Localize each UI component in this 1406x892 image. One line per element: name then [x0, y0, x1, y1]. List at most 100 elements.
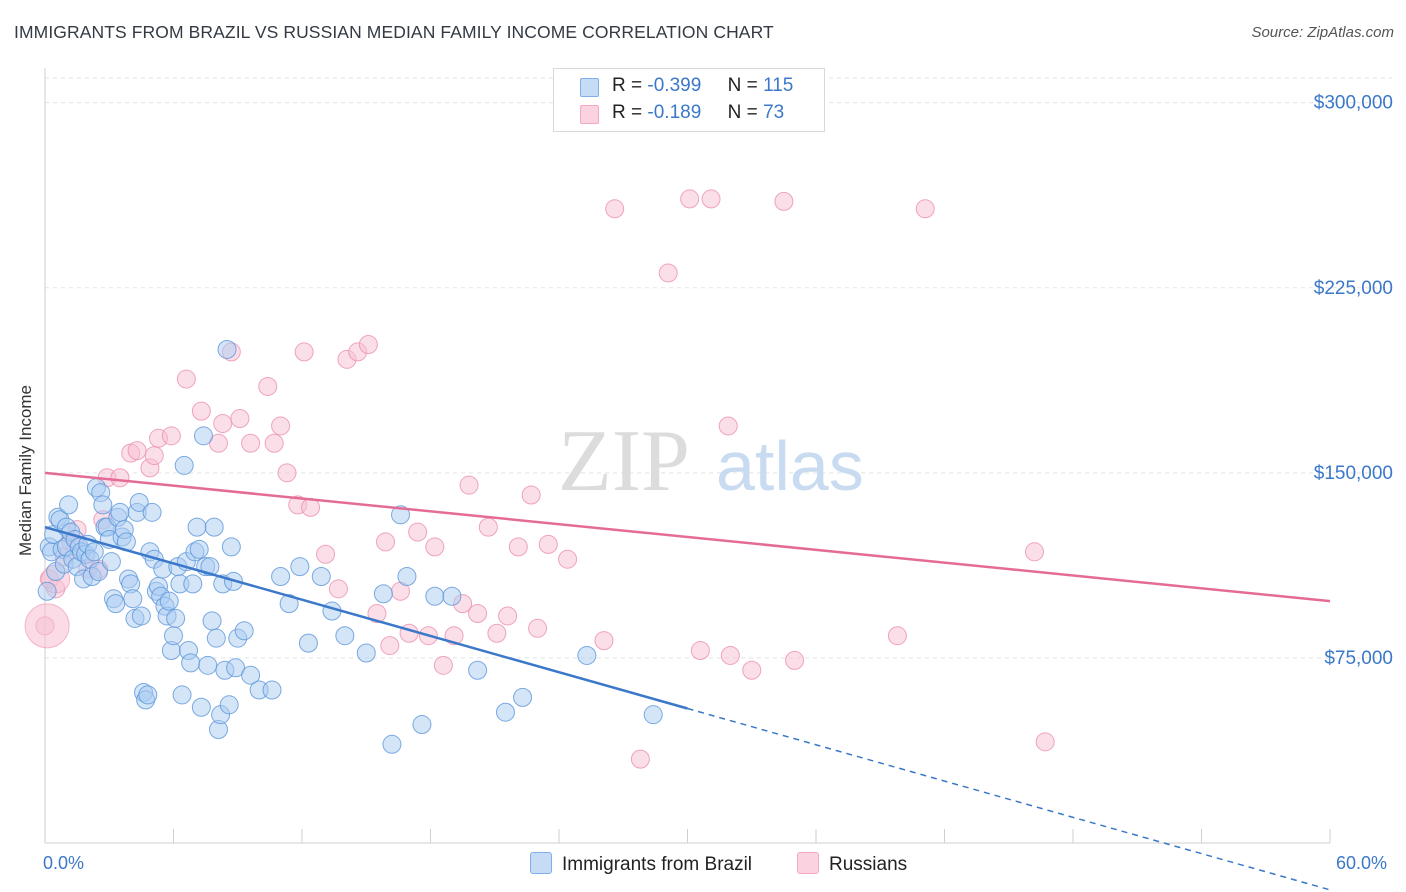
- russians-point: [658, 263, 678, 283]
- russians-point: [718, 416, 738, 436]
- russians-point: [380, 636, 400, 656]
- chart-title: IMMIGRANTS FROM BRAZIL VS RUSSIAN MEDIAN…: [14, 22, 774, 42]
- brazil-point: [234, 621, 254, 641]
- y-tick-label: $150,000: [1314, 463, 1393, 484]
- brazil-point: [202, 611, 222, 631]
- grid-lines: [45, 77, 1392, 659]
- brazil-point: [166, 608, 186, 628]
- russians-point: [478, 517, 498, 537]
- russians-point: [294, 342, 314, 362]
- russians-point: [24, 603, 70, 649]
- brazil-point: [373, 584, 393, 604]
- brazil-point: [129, 492, 149, 512]
- brazil-point: [226, 658, 246, 678]
- russians-point: [742, 660, 762, 680]
- bottom-legend-russians: Russians: [797, 852, 907, 876]
- russians-point: [521, 485, 541, 505]
- brazil-point: [200, 557, 220, 577]
- legend-swatch-brazil: [580, 78, 599, 97]
- y-axis-label-wrap: Median Family Income: [16, 285, 36, 556]
- legend-n-value: 115: [763, 75, 794, 96]
- russians-point: [264, 433, 284, 453]
- russians-point: [605, 199, 625, 219]
- brazil-point: [219, 695, 239, 715]
- brazil-point: [142, 502, 162, 522]
- brazil-point: [468, 660, 488, 680]
- brazil-point: [495, 702, 515, 722]
- russians-point: [915, 199, 935, 219]
- russians-point: [271, 416, 291, 436]
- bottom-legend-swatch-russians: [797, 852, 819, 874]
- brazil-point: [164, 626, 183, 646]
- russians-point: [161, 426, 181, 446]
- brazil-point: [93, 495, 113, 515]
- brazil-point: [577, 645, 597, 665]
- legend-r-label: R =: [612, 75, 643, 96]
- x-tick-max: 60.0%: [1336, 853, 1388, 873]
- russians-point: [144, 446, 164, 466]
- brazil-point: [191, 697, 211, 717]
- brazil-trend-line: [44, 525, 688, 710]
- brazil-point: [643, 705, 663, 725]
- brazil-point: [187, 517, 207, 537]
- y-tick-label: $300,000: [1314, 93, 1393, 114]
- brazil-point: [183, 574, 203, 594]
- russians-point: [127, 441, 147, 461]
- brazil-point: [181, 653, 201, 673]
- brazil-point: [217, 339, 237, 359]
- brazil-point: [37, 581, 57, 601]
- legend-n-value: 73: [763, 102, 785, 123]
- russians-point: [538, 534, 558, 554]
- brazil-point: [442, 586, 462, 606]
- russians-point: [690, 641, 710, 661]
- russians-point: [468, 604, 488, 623]
- russians-point: [630, 749, 650, 769]
- brazil-point: [131, 606, 151, 626]
- russians-point: [785, 650, 805, 670]
- brazil-point: [84, 542, 104, 562]
- russians-point: [498, 606, 518, 626]
- brazil-trend-extension: [687, 707, 1331, 891]
- bottom-legend-label-brazil: Immigrants from Brazil: [562, 854, 753, 875]
- brazil-point: [189, 539, 209, 559]
- brazil-point: [59, 495, 79, 515]
- russians-point: [487, 623, 507, 643]
- axes: [44, 68, 1331, 844]
- brazil-point: [311, 566, 331, 586]
- brazil-point: [262, 680, 282, 700]
- bottom-legend-swatch-brazil: [530, 852, 552, 874]
- russians-point: [358, 335, 378, 355]
- brazil-point: [89, 562, 109, 582]
- brazil-point: [206, 628, 226, 648]
- russians-point: [558, 549, 578, 569]
- legend-r-value: -0.399: [647, 75, 702, 96]
- russians-point: [887, 626, 907, 646]
- brazil-point: [425, 586, 445, 606]
- legend-swatch-russians: [580, 105, 599, 124]
- brazil-point: [241, 665, 261, 685]
- bottom-legend-label-russians: Russians: [829, 854, 908, 875]
- brazil-point: [204, 517, 224, 537]
- brazil-point: [101, 552, 121, 572]
- brazil-point: [198, 655, 218, 675]
- russians-point: [328, 579, 348, 599]
- russians-point: [1024, 542, 1044, 562]
- russians-point: [594, 631, 614, 651]
- brazil-point: [391, 505, 411, 525]
- brazil-point: [193, 426, 213, 446]
- brazil-point: [279, 594, 299, 614]
- legend-r-label: R =: [612, 102, 643, 123]
- russians-point: [459, 475, 479, 495]
- legend-r-value: -0.189: [647, 102, 702, 123]
- russians-trend-line: [44, 471, 1331, 603]
- brazil-points: [37, 339, 663, 754]
- legend-n-label: N =: [727, 75, 758, 96]
- y-axis-label: Median Family Income: [16, 384, 35, 556]
- brazil-point: [172, 685, 192, 705]
- russians-point: [213, 413, 233, 433]
- watermark: ZIP atlas: [558, 413, 864, 510]
- brazil-point: [271, 566, 291, 586]
- russians-point: [774, 191, 794, 211]
- russians-point: [110, 468, 130, 488]
